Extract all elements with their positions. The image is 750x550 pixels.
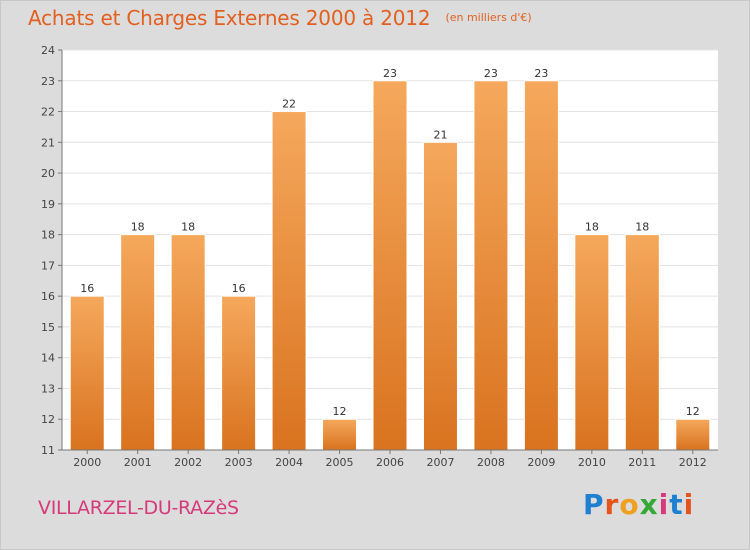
bar-2012[interactable] (675, 418, 711, 451)
data-label-2009: 23 (534, 67, 548, 80)
x-tick-label: 2008 (477, 456, 505, 469)
logo-letter: i (658, 488, 670, 521)
data-label-2003: 16 (232, 282, 246, 295)
chart-title: Achats et Charges Externes 2000 à 2012 (28, 6, 431, 30)
x-tick-label: 2012 (679, 456, 707, 469)
x-tick-label: 2006 (376, 456, 404, 469)
logo-letter: t (669, 488, 684, 521)
x-tick-label: 2007 (426, 456, 454, 469)
x-tick-label: 2004 (275, 456, 303, 469)
y-tick-label: 20 (41, 167, 55, 180)
data-labels: 16 18 18 16 22 12 23 21 23 23 18 18 12 (80, 67, 700, 418)
bar-2003[interactable] (221, 295, 257, 451)
data-label-2005: 12 (333, 405, 347, 418)
data-label-2010: 18 (585, 221, 599, 234)
data-label-2002: 18 (181, 221, 195, 234)
data-label-2011: 18 (635, 221, 649, 234)
y-tick-label: 23 (41, 75, 55, 88)
x-tick-label: 2010 (578, 456, 606, 469)
y-axis-ticks: 11 12 13 14 15 16 17 18 19 20 21 22 23 24 (41, 44, 62, 457)
commune-name: VILLARZEL-DU-RAZèS (38, 497, 239, 519)
data-label-2004: 22 (282, 98, 296, 111)
y-tick-label: 22 (41, 106, 55, 119)
x-tick-label: 2009 (527, 456, 555, 469)
bar-2006[interactable] (372, 80, 408, 451)
proxiti-logo[interactable]: Proxiti (583, 488, 694, 521)
bar-2007[interactable] (422, 141, 458, 451)
bars (69, 80, 711, 451)
data-label-2000: 16 (80, 282, 94, 295)
data-label-2001: 18 (131, 221, 145, 234)
y-tick-label: 13 (41, 382, 55, 395)
bar-2004[interactable] (271, 111, 307, 451)
y-tick-label: 19 (41, 198, 55, 211)
x-tick-label: 2005 (326, 456, 354, 469)
logo-letter: x (639, 488, 659, 521)
logo-letter: P (583, 488, 605, 521)
y-tick-label: 12 (41, 413, 55, 426)
y-tick-label: 18 (41, 229, 55, 242)
chart-unit-note: (en milliers d'€) (445, 11, 532, 24)
data-label-2012: 12 (686, 405, 700, 418)
bar-2010[interactable] (574, 234, 610, 451)
x-tick-label: 2002 (174, 456, 202, 469)
y-tick-label: 16 (41, 290, 55, 303)
data-label-2008: 23 (484, 67, 498, 80)
data-label-2007: 21 (433, 128, 447, 141)
x-tick-label: 2003 (225, 456, 253, 469)
logo-letter: i (683, 488, 695, 521)
y-tick-label: 17 (41, 259, 55, 272)
logo-letter: r (604, 488, 620, 521)
bar-2000[interactable] (69, 295, 105, 451)
bar-2008[interactable] (473, 80, 509, 451)
chart-title-row: Achats et Charges Externes 2000 à 2012 (… (28, 6, 532, 30)
x-tick-label: 2000 (73, 456, 101, 469)
bar-2002[interactable] (170, 234, 206, 451)
bar-2001[interactable] (120, 234, 156, 451)
y-tick-label: 11 (41, 444, 55, 457)
y-tick-label: 14 (41, 352, 55, 365)
y-tick-label: 24 (41, 44, 55, 57)
bar-2009[interactable] (523, 80, 559, 451)
x-tick-label: 2011 (628, 456, 656, 469)
x-axis-ticks: 2000 2001 2002 2003 2004 2005 2006 2007 2008 2009… (73, 450, 707, 469)
bar-2005[interactable] (322, 418, 358, 451)
x-tick-label: 2001 (124, 456, 152, 469)
y-tick-label: 15 (41, 321, 55, 334)
bar-2011[interactable] (624, 234, 660, 451)
y-tick-label: 21 (41, 136, 55, 149)
logo-letter: o (619, 488, 640, 521)
data-label-2006: 23 (383, 67, 397, 80)
